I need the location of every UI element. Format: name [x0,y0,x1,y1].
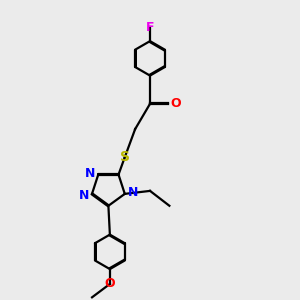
Text: S: S [120,150,130,164]
Text: N: N [85,167,95,180]
Text: F: F [146,21,154,34]
Text: N: N [79,189,89,202]
Text: O: O [105,278,115,290]
Text: O: O [170,97,181,110]
Text: N: N [128,186,138,199]
